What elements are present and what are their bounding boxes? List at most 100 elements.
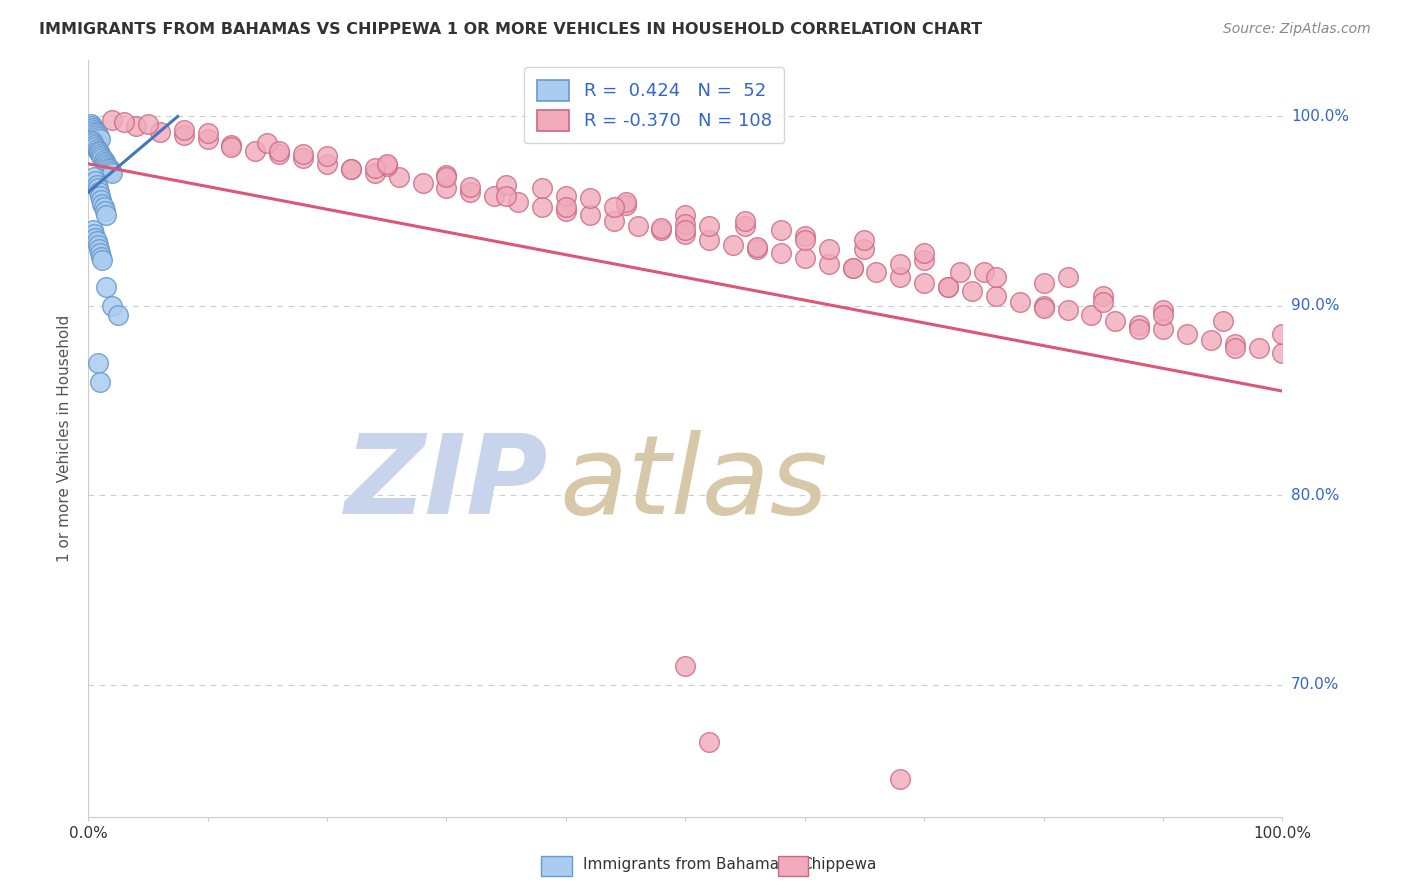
Point — [87, 145, 110, 160]
Point — [94, 208, 117, 222]
Point — [769, 223, 792, 237]
Point — [83, 122, 105, 136]
Point — [865, 265, 887, 279]
Point — [1056, 270, 1078, 285]
Point — [1128, 321, 1150, 335]
Point — [83, 169, 105, 184]
Point — [1247, 341, 1270, 355]
Point — [245, 144, 267, 158]
Point — [554, 204, 576, 219]
Point — [79, 117, 101, 131]
Point — [86, 144, 108, 158]
Point — [84, 140, 107, 154]
Point — [94, 154, 117, 169]
Point — [602, 213, 624, 227]
Point — [101, 299, 124, 313]
Point — [89, 189, 111, 203]
Point — [292, 151, 315, 165]
Point — [83, 137, 105, 152]
Point — [375, 157, 398, 171]
Point — [889, 257, 911, 271]
Point — [173, 122, 195, 136]
Point — [1223, 341, 1246, 355]
Point — [221, 140, 243, 154]
Point — [94, 157, 117, 171]
Point — [673, 227, 696, 241]
Point — [484, 189, 506, 203]
Point — [86, 356, 108, 370]
Point — [460, 185, 482, 199]
Point — [745, 240, 768, 254]
Text: 80.0%: 80.0% — [1291, 488, 1339, 503]
Point — [673, 223, 696, 237]
Point — [82, 223, 104, 237]
Point — [436, 169, 458, 184]
Point — [80, 119, 103, 133]
Point — [697, 219, 720, 234]
Point — [554, 200, 576, 214]
Point — [853, 233, 876, 247]
Point — [89, 245, 111, 260]
Point — [412, 176, 434, 190]
Point — [87, 242, 110, 256]
Point — [375, 159, 398, 173]
Point — [554, 189, 576, 203]
Point — [973, 265, 995, 279]
Point — [578, 208, 600, 222]
Point — [936, 280, 959, 294]
Point — [1092, 295, 1115, 310]
Point — [960, 284, 983, 298]
Point — [94, 280, 117, 294]
Point — [495, 189, 517, 203]
Point — [530, 181, 553, 195]
Point — [436, 181, 458, 195]
Point — [90, 149, 112, 163]
Point — [83, 227, 105, 241]
Point — [793, 252, 815, 266]
Point — [149, 125, 172, 139]
Point — [90, 193, 112, 207]
Point — [173, 128, 195, 143]
Point — [269, 147, 291, 161]
Point — [793, 228, 815, 243]
Y-axis label: 1 or more Vehicles in Household: 1 or more Vehicles in Household — [58, 315, 72, 562]
Point — [80, 134, 103, 148]
Point — [112, 115, 135, 129]
Point — [460, 179, 482, 194]
Point — [1104, 314, 1126, 328]
Text: Immigrants from Bahamas: Immigrants from Bahamas — [583, 857, 787, 872]
Point — [98, 162, 121, 177]
Point — [1008, 295, 1031, 310]
Point — [650, 223, 672, 237]
Text: 70.0%: 70.0% — [1291, 677, 1339, 692]
Text: Chippewa: Chippewa — [801, 857, 877, 872]
Point — [87, 185, 110, 199]
Point — [889, 270, 911, 285]
Point — [853, 242, 876, 256]
Point — [1080, 308, 1102, 322]
Point — [1152, 308, 1174, 322]
Point — [89, 147, 111, 161]
Point — [841, 260, 863, 275]
Point — [269, 144, 291, 158]
Point — [82, 120, 104, 135]
Text: ZIP: ZIP — [344, 431, 548, 537]
Point — [101, 166, 124, 180]
Point — [91, 151, 114, 165]
Point — [841, 260, 863, 275]
Point — [1032, 299, 1054, 313]
Point — [1199, 333, 1222, 347]
Point — [889, 772, 911, 787]
Point — [1128, 318, 1150, 332]
Point — [93, 200, 115, 214]
Point — [91, 253, 114, 268]
Point — [89, 375, 111, 389]
Point — [734, 213, 756, 227]
Point — [1152, 302, 1174, 317]
Point — [91, 196, 114, 211]
Point — [107, 308, 129, 322]
Point — [508, 194, 530, 209]
Point — [97, 161, 120, 175]
Point — [984, 289, 1007, 303]
Point — [614, 194, 637, 209]
